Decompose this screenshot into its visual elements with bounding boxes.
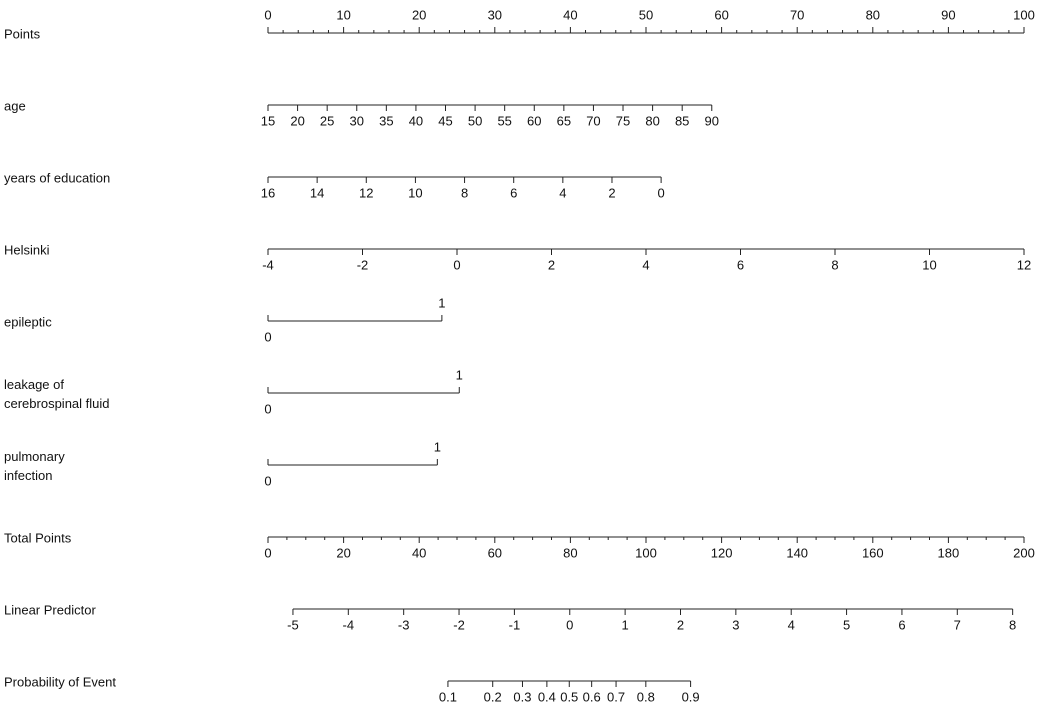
tick-label: 0.8 [637, 689, 655, 704]
tick-label: 75 [616, 113, 630, 128]
tick-label: 80 [866, 7, 880, 22]
tick-label: 30 [488, 7, 502, 22]
tick-label: 4 [559, 185, 566, 200]
tick-label: 10 [922, 257, 936, 272]
tick-label: 85 [675, 113, 689, 128]
tick-label: 60 [714, 7, 728, 22]
tick-label: -4 [262, 257, 274, 272]
tick-label: -2 [453, 617, 465, 632]
tick-label: 0 [264, 401, 271, 416]
tick-label: 90 [941, 7, 955, 22]
tick-label: 1 [456, 367, 463, 382]
tick-label: -5 [287, 617, 299, 632]
tick-label: 20 [412, 7, 426, 22]
tick-label: 0.5 [560, 689, 578, 704]
tick-label: 12 [359, 185, 373, 200]
row-label: pulmonary [4, 449, 65, 464]
tick-label: 140 [786, 545, 808, 560]
tick-label: 25 [320, 113, 334, 128]
row-label: Probability of Event [4, 674, 116, 689]
tick-label: 6 [898, 617, 905, 632]
tick-label: 1 [434, 439, 441, 454]
tick-label: 40 [409, 113, 423, 128]
row-label: leakage of [4, 377, 64, 392]
tick-label: 0 [658, 185, 665, 200]
tick-label: 20 [336, 545, 350, 560]
tick-label: 60 [488, 545, 502, 560]
tick-label: 90 [705, 113, 719, 128]
tick-label: 15 [261, 113, 275, 128]
tick-label: 160 [862, 545, 884, 560]
tick-label: 50 [468, 113, 482, 128]
tick-label: 100 [1013, 7, 1035, 22]
tick-label: 45 [438, 113, 452, 128]
row-label: Helsinki [4, 242, 50, 257]
tick-label: 0 [264, 7, 271, 22]
tick-label: 2 [548, 257, 555, 272]
tick-label: 8 [831, 257, 838, 272]
tick-label: 0 [566, 617, 573, 632]
tick-label: 0.1 [439, 689, 457, 704]
tick-label: 2 [677, 617, 684, 632]
tick-label: 10 [336, 7, 350, 22]
tick-label: 8 [1009, 617, 1016, 632]
tick-label: -1 [509, 617, 521, 632]
row-label: Linear Predictor [4, 602, 96, 617]
tick-label: 60 [527, 113, 541, 128]
tick-label: 20 [290, 113, 304, 128]
tick-label: 55 [497, 113, 511, 128]
row-label: years of education [4, 170, 110, 185]
tick-label: -4 [343, 617, 355, 632]
tick-label: 1 [438, 295, 445, 310]
tick-label: 0 [264, 329, 271, 344]
tick-label: -2 [357, 257, 369, 272]
tick-label: 4 [788, 617, 795, 632]
tick-label: 35 [379, 113, 393, 128]
tick-label: 80 [563, 545, 577, 560]
row-label: epileptic [4, 314, 52, 329]
tick-label: 70 [790, 7, 804, 22]
tick-label: 200 [1013, 545, 1035, 560]
tick-label: 5 [843, 617, 850, 632]
tick-label: 0.6 [583, 689, 601, 704]
tick-label: 120 [711, 545, 733, 560]
tick-label: 50 [639, 7, 653, 22]
tick-label: 3 [732, 617, 739, 632]
tick-label: 0.3 [513, 689, 531, 704]
tick-label: 7 [954, 617, 961, 632]
tick-label: 80 [645, 113, 659, 128]
tick-label: 16 [261, 185, 275, 200]
row-label: age [4, 98, 26, 113]
tick-label: 1 [622, 617, 629, 632]
tick-label: 0 [264, 473, 271, 488]
tick-label: 0.2 [484, 689, 502, 704]
tick-label: 100 [635, 545, 657, 560]
tick-label: 0 [453, 257, 460, 272]
tick-label: 8 [461, 185, 468, 200]
tick-label: 6 [737, 257, 744, 272]
tick-label: 65 [557, 113, 571, 128]
tick-label: 4 [642, 257, 649, 272]
row-label: Points [4, 26, 41, 41]
tick-label: -3 [398, 617, 410, 632]
tick-label: 14 [310, 185, 324, 200]
tick-label: 12 [1017, 257, 1031, 272]
tick-label: 0.4 [538, 689, 556, 704]
row-label: infection [4, 468, 52, 483]
tick-label: 40 [412, 545, 426, 560]
tick-label: 40 [563, 7, 577, 22]
tick-label: 10 [408, 185, 422, 200]
tick-label: 70 [586, 113, 600, 128]
row-label: Total Points [4, 530, 72, 545]
tick-label: 6 [510, 185, 517, 200]
tick-label: 0.7 [607, 689, 625, 704]
tick-label: 2 [608, 185, 615, 200]
row-label: cerebrospinal fluid [4, 396, 110, 411]
tick-label: 0 [264, 545, 271, 560]
tick-label: 30 [350, 113, 364, 128]
tick-label: 180 [938, 545, 960, 560]
tick-label: 0.9 [682, 689, 700, 704]
